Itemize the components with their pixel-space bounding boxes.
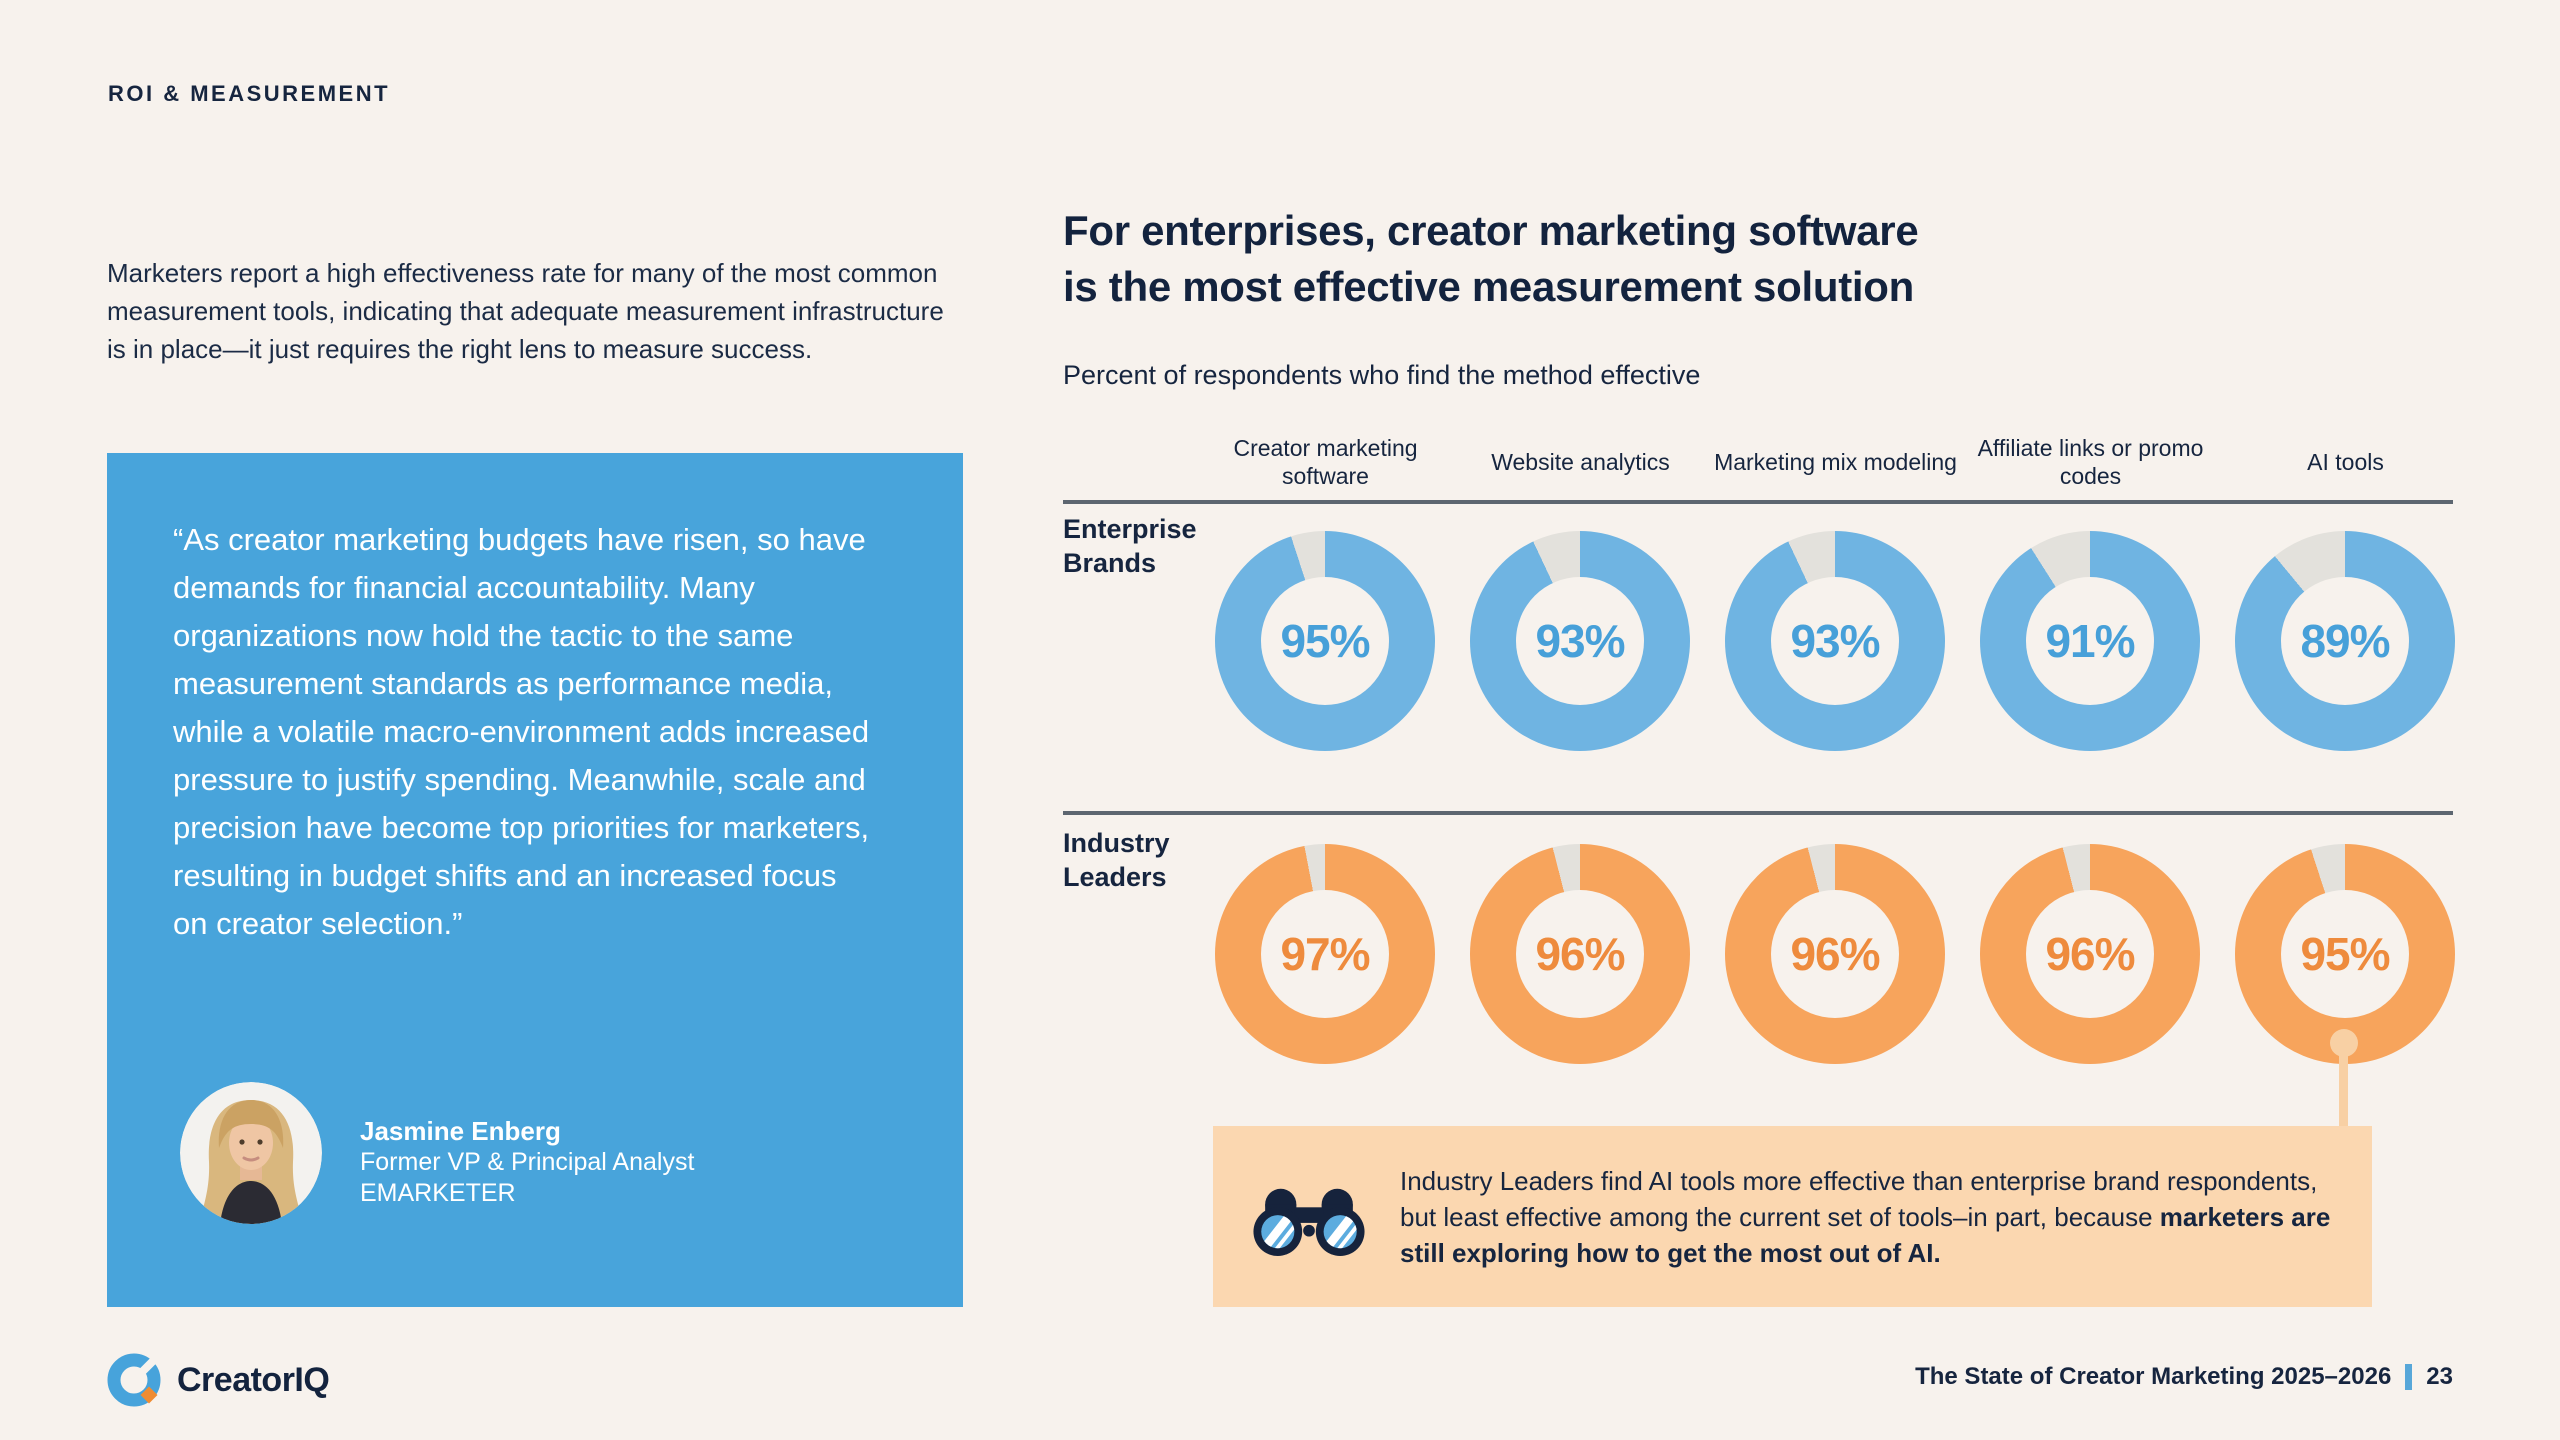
quote-card: “As creator marketing budgets have risen… — [107, 453, 963, 1307]
callout-pin-stem — [2339, 1050, 2348, 1128]
callout-box: Industry Leaders find AI tools more effe… — [1213, 1126, 2372, 1307]
row-label-enterprise-brands: Enterprise Brands — [1063, 514, 1197, 578]
callout-text-regular: Industry Leaders find AI tools more effe… — [1400, 1165, 2318, 1232]
quote-attribution: Jasmine Enberg Former VP & Principal Ana… — [360, 1116, 694, 1209]
donut-enterprise-brands-marketing-mix-modeling: 93% — [1725, 531, 1945, 751]
donut-value: 93% — [1790, 615, 1880, 667]
callout-text: Industry Leaders find AI tools more effe… — [1400, 1126, 2360, 1307]
section-eyebrow: ROI & MEASUREMENT — [108, 81, 391, 106]
footer-separator — [2405, 1364, 2413, 1390]
footer-pagination: The State of Creator Marketing 2025–2026… — [1915, 1363, 2453, 1391]
divider-industry — [1063, 811, 2453, 815]
column-header-website-analytics: Website analytics — [1491, 449, 1670, 475]
donut-enterprise-brands-website-analytics: 93% — [1470, 531, 1690, 751]
intro-paragraph: Marketers report a high effectiveness ra… — [107, 258, 944, 364]
donut-value: 95% — [2300, 928, 2390, 980]
donut-value: 91% — [2045, 615, 2135, 667]
author-name: Jasmine Enberg — [360, 1116, 561, 1146]
donut-industry-leaders-creator-marketing-software: 97% — [1215, 844, 1435, 1064]
donut-industry-leaders-marketing-mix-modeling: 96% — [1725, 844, 1945, 1064]
donut-industry-leaders-affiliate-links-or-promo-codes: 96% — [1980, 844, 2200, 1064]
callout-text-bold: marketers are still exploring how to get… — [1400, 1201, 2331, 1268]
donut-value: 89% — [2300, 615, 2390, 667]
column-header-ai-tools: AI tools — [2307, 449, 2384, 475]
binoculars-icon — [1253, 1188, 1365, 1257]
footer-page-number: 23 — [2426, 1363, 2453, 1390]
footer-logo: CreatorIQ — [107, 1353, 330, 1407]
donut-industry-leaders-website-analytics: 96% — [1470, 844, 1690, 1064]
donut-value: 96% — [1535, 928, 1625, 980]
donut-enterprise-brands-ai-tools: 89% — [2235, 531, 2455, 751]
donut-value: 96% — [1790, 928, 1880, 980]
chart-title-line2: is the most effective measurement soluti… — [1063, 263, 1914, 310]
row-label-industry-leaders: Industry Leaders — [1063, 828, 1170, 892]
chart-subtitle: Percent of respondents who find the meth… — [1063, 360, 1701, 390]
footer-logo-text: CreatorIQ — [177, 1360, 330, 1399]
donut-row-industry-leaders: 97% 96% 96% 96% 95% — [1215, 844, 2455, 1064]
creatoriq-logo-icon — [107, 1353, 161, 1407]
column-header-affiliate-links: Affiliate links or promo codes — [1977, 435, 2204, 489]
avatar — [180, 1082, 322, 1224]
author-role: Former VP & Principal Analyst — [360, 1148, 695, 1176]
chart-title-line1: For enterprises, creator marketing softw… — [1063, 207, 1919, 254]
donut-value: 96% — [2045, 928, 2135, 980]
footer-report-title: The State of Creator Marketing 2025–2026 — [1915, 1363, 2392, 1390]
column-header-creator-marketing-software: Creator marketing software — [1233, 435, 1418, 489]
donut-value: 93% — [1535, 615, 1625, 667]
donut-industry-leaders-ai-tools: 95% — [2235, 844, 2455, 1064]
quote-text: “As creator marketing budgets have risen… — [173, 522, 870, 941]
divider-enterprise — [1063, 500, 2453, 504]
chart-title: For enterprises, creator marketing softw… — [1063, 203, 1919, 315]
avatar-illustration — [180, 1082, 322, 1224]
column-header-marketing-mix-modeling: Marketing mix modeling — [1714, 449, 1957, 475]
donut-value: 95% — [1280, 615, 1370, 667]
column-headers: Creator marketing software Website analy… — [1198, 428, 2473, 496]
author-company: EMARKETER — [360, 1179, 516, 1207]
donut-enterprise-brands-affiliate-links-or-promo-codes: 91% — [1980, 531, 2200, 751]
donut-value: 97% — [1280, 928, 1370, 980]
donut-enterprise-brands-creator-marketing-software: 95% — [1215, 531, 1435, 751]
donut-row-enterprise-brands: 95% 93% 93% 91% 89% — [1215, 531, 2455, 751]
